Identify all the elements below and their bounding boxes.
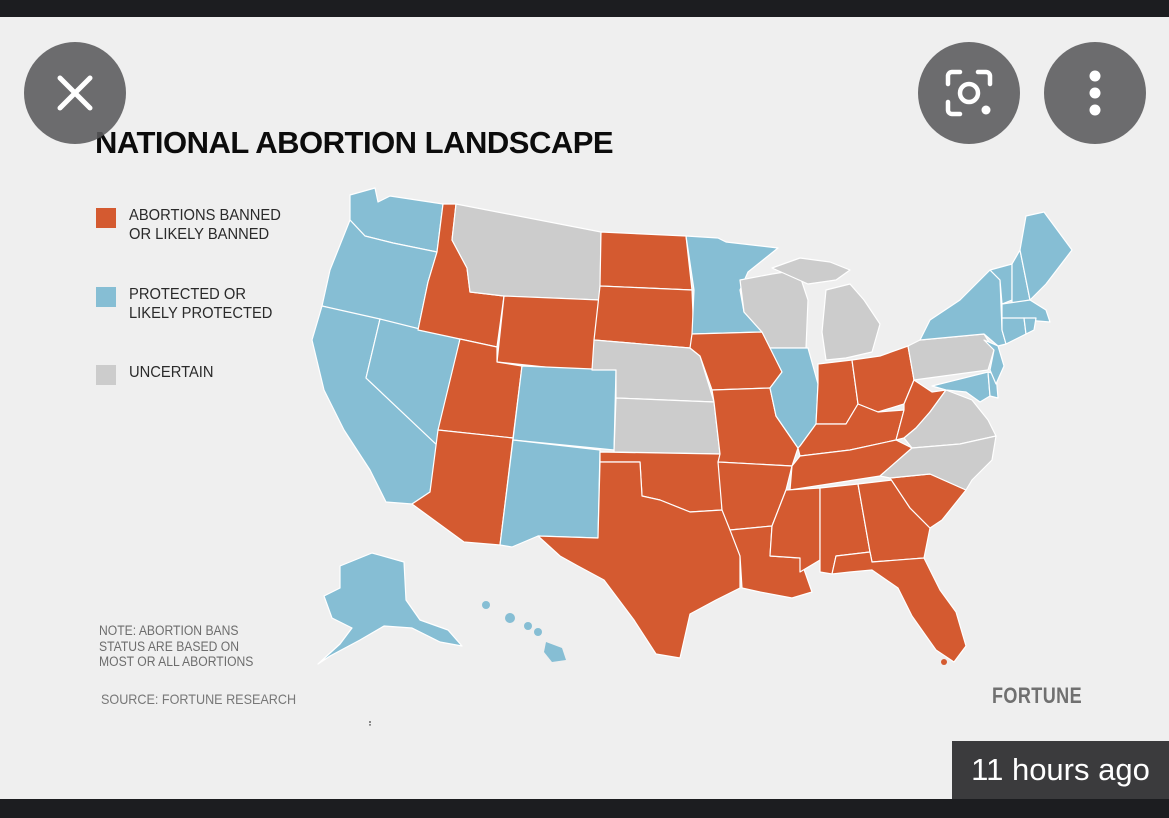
timestamp-label: 11 hours ago bbox=[952, 741, 1169, 799]
map-image[interactable]: NATIONAL ABORTION LANDSCAPE ABORTIONS BA… bbox=[0, 17, 1169, 799]
state-nd bbox=[599, 231, 693, 291]
state-pa bbox=[907, 333, 995, 381]
legend-swatch-uncertain bbox=[96, 365, 116, 385]
us-map bbox=[311, 187, 1073, 665]
legend-swatch-protected bbox=[96, 287, 116, 307]
map-title: NATIONAL ABORTION LANDSCAPE bbox=[95, 125, 614, 160]
top-bar bbox=[0, 0, 1169, 17]
state-me bbox=[1019, 211, 1073, 301]
state-nm bbox=[499, 439, 601, 548]
state-mt bbox=[451, 203, 602, 301]
map-note: NOTE: ABORTION BANS STATUS ARE BASED ON … bbox=[99, 623, 254, 669]
close-icon bbox=[57, 75, 93, 111]
state-ak bbox=[317, 552, 463, 665]
legend-label-uncertain: UNCERTAIN bbox=[129, 364, 214, 381]
state-ny bbox=[919, 269, 1007, 347]
state-nc bbox=[879, 435, 997, 491]
state-ri bbox=[1023, 317, 1037, 335]
state-hi bbox=[482, 601, 566, 662]
more-vert-icon bbox=[1089, 70, 1101, 116]
state-ma bbox=[1001, 299, 1051, 323]
legend-label-banned: ABORTIONS BANNED OR LIKELY BANNED bbox=[129, 207, 281, 243]
decorative-mark bbox=[369, 721, 373, 726]
state-co bbox=[512, 365, 617, 451]
legend-item-banned: ABORTIONS BANNED OR LIKELY BANNED bbox=[96, 206, 319, 244]
map-source: SOURCE: FORTUNE RESEARCH bbox=[101, 691, 297, 707]
state-fl bbox=[831, 551, 967, 663]
florida-keys bbox=[941, 659, 947, 665]
fortune-logo: FORTUNE bbox=[992, 683, 1083, 708]
lens-button[interactable] bbox=[918, 42, 1020, 144]
lens-scan-icon bbox=[945, 69, 993, 117]
legend-item-protected: PROTECTED OR LIKELY PROTECTED bbox=[96, 285, 319, 323]
state-ct bbox=[1001, 317, 1027, 345]
state-ks bbox=[613, 397, 721, 455]
state-mi-up bbox=[771, 257, 851, 285]
state-sd bbox=[593, 285, 695, 349]
close-button[interactable] bbox=[24, 42, 126, 144]
legend-item-uncertain: UNCERTAIN bbox=[96, 363, 319, 385]
state-wy bbox=[496, 295, 601, 373]
legend-label-protected: PROTECTED OR LIKELY PROTECTED bbox=[129, 286, 273, 322]
legend-swatch-banned bbox=[96, 208, 116, 228]
state-tx bbox=[537, 461, 741, 659]
state-mn bbox=[685, 235, 779, 335]
more-options-button[interactable] bbox=[1044, 42, 1146, 144]
state-mi bbox=[821, 283, 881, 361]
state-vt bbox=[989, 263, 1013, 305]
bottom-bar bbox=[0, 799, 1169, 818]
